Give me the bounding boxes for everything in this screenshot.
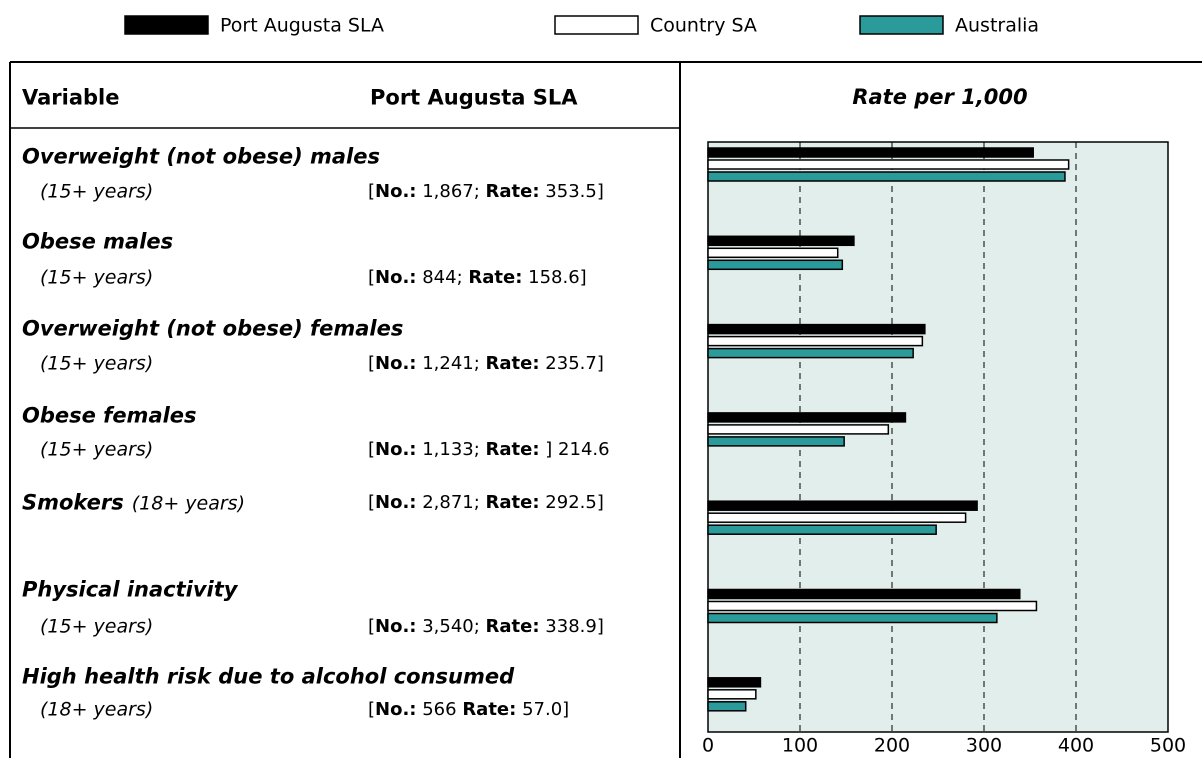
stats-part: [ [368,353,376,374]
x-tick-label: 500 [1150,735,1186,757]
variable-name: Obese females [22,403,197,428]
stats-part: No.: [375,492,417,513]
stats-part: [ [368,181,376,202]
age-group: (18+ years) [40,698,154,721]
age-group: (15+ years) [40,180,154,203]
stats-part: [ [368,439,376,460]
stats-part: 566 [416,699,463,720]
bar [707,436,845,447]
bar [707,235,855,247]
bar [707,335,924,347]
stats-part: 1,867; [416,181,486,202]
header: Variable [22,85,120,110]
bar [707,612,998,624]
stats-part: [ [368,616,376,637]
bar [707,347,914,359]
bar [707,524,937,535]
stats-part: [ [368,492,376,513]
stats-part: 844; [416,267,469,288]
variable-name: Obese males [22,229,174,254]
stats-part: No.: [375,616,417,637]
bar [707,512,967,523]
x-tick-label: 100 [782,735,818,757]
variable-name: Physical inactivity [22,577,238,602]
age-group: (15+ years) [40,266,154,289]
variable-name: Overweight (not obese) males [22,144,380,169]
legend-swatch [554,15,639,35]
bar [707,259,844,271]
variable-name: High health risk due to alcohol consumed [22,664,515,689]
legend-label: Australia [955,15,1039,37]
legend-label: Country SA [650,15,757,37]
stats: [No.: 1,867; Rate: 353.5] [368,183,604,201]
stats-part: No.: [375,353,417,374]
stats-part: 3,540; [416,616,486,637]
stats-part: ] 214.6 [539,439,610,460]
stats-part: 158.6] [522,267,587,288]
legend-label: Port Augusta SLA [220,15,384,37]
bar [707,701,747,712]
bar [707,247,839,259]
stats-part: 2,871; [416,492,486,513]
stats-part: 292.5] [539,492,604,513]
stats-part: No.: [375,699,417,720]
stats-part: 1,133; [416,439,486,460]
age-group: (15+ years) [40,615,154,638]
age-group: (18+ years) [131,492,245,515]
chart-title: Rate per 1,000 [852,85,1027,109]
x-tick-label: 300 [966,735,1002,757]
age-group: (15+ years) [40,352,154,375]
x-tick-label: 200 [874,735,910,757]
stats-part: 353.5] [539,181,604,202]
bar [707,147,1034,158]
stats: [No.: 844; Rate: 158.6] [368,269,587,287]
stats: [No.: 1,133; Rate: ] 214.6 [368,441,610,459]
bar [707,588,1021,600]
stats-part: No.: [375,439,417,460]
bar [707,424,890,435]
stats: [No.: 566 Rate: 57.0] [368,701,569,719]
stats: [No.: 3,540; Rate: 338.9] [368,618,604,636]
bar [707,600,1038,612]
row-label: Smokers (18+ years) [22,490,245,515]
stats-part: Rate: [485,616,540,637]
bar [707,171,1066,182]
legend-swatch [859,15,944,35]
stats-part: Rate: [462,699,517,720]
header: Port Augusta SLA [370,85,578,110]
variable-name: Smokers [22,490,124,515]
stats: [No.: 2,871; Rate: 292.5] [368,494,604,512]
stats-part: [ [368,699,376,720]
stats-part: 1,241; [416,353,486,374]
stats-part: Rate: [485,492,540,513]
bar [707,412,907,423]
age-group: (15+ years) [40,438,154,461]
x-tick-label: 400 [1058,735,1094,757]
stats-part: Rate: [485,181,540,202]
stats-part: No.: [375,267,417,288]
stats-part: Rate: [468,267,523,288]
stats-part: No.: [375,181,417,202]
stats-part: 338.9] [539,616,604,637]
stats-part: 57.0] [516,699,570,720]
bar [707,323,926,335]
bar [707,159,1070,170]
bar [707,500,978,511]
bar [707,677,762,688]
stats-part: Rate: [485,353,540,374]
x-tick-label: 0 [702,735,714,757]
stats-part: 235.7] [539,353,604,374]
stats-part: [ [368,267,376,288]
variable-name: Overweight (not obese) females [22,316,404,341]
stats: [No.: 1,241; Rate: 235.7] [368,355,604,373]
stats-part: Rate: [485,439,540,460]
legend-swatch [124,15,209,35]
bar [707,689,757,700]
